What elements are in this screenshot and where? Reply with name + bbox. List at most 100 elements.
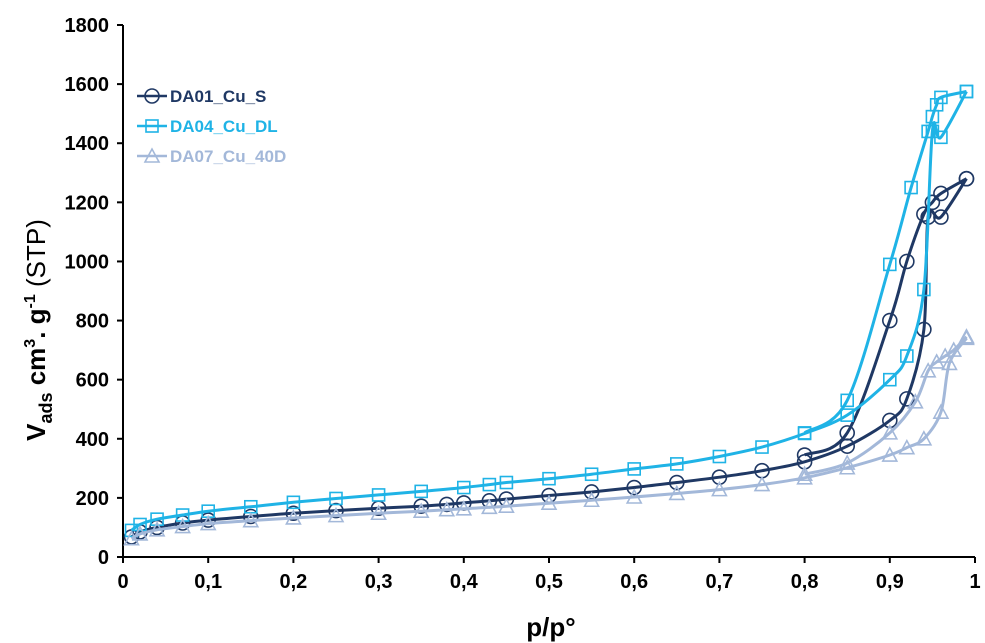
data-point: [413, 498, 430, 514]
series-line-adsorption: [130, 177, 968, 539]
data-point: [200, 512, 216, 528]
data-point: [915, 430, 933, 446]
x-tick-label: 0,3: [365, 571, 393, 593]
data-point: [900, 349, 914, 363]
series-layer: [123, 84, 975, 546]
data-point: [917, 282, 931, 297]
data-point: [711, 480, 728, 497]
data-point: [123, 529, 140, 546]
data-point: [242, 511, 260, 528]
data-point: [584, 467, 599, 482]
data-point: [932, 403, 950, 419]
x-tick-label: 0,2: [279, 571, 307, 593]
data-point: [924, 194, 941, 211]
data-point: [839, 425, 856, 441]
y-tick-label: 1000: [65, 251, 110, 273]
legend-marker: [145, 119, 159, 133]
data-point: [456, 480, 471, 495]
data-point: [933, 209, 949, 225]
x-tick-label: 0,5: [535, 571, 563, 593]
data-point: [174, 517, 191, 534]
data-point: [904, 180, 918, 195]
data-point: [755, 440, 769, 454]
data-point: [625, 488, 643, 504]
data-point: [199, 514, 217, 531]
series-DA01_Cu_S: [123, 170, 975, 545]
data-point: [627, 462, 642, 476]
data-point: [907, 393, 924, 409]
data-point: [371, 488, 386, 502]
data-point: [796, 447, 813, 463]
data-point: [916, 206, 932, 222]
data-point: [668, 474, 685, 491]
y-axis-title-unit-b: . g: [21, 308, 51, 338]
data-point: [959, 84, 974, 99]
x-axis-title: p/p°: [526, 612, 575, 642]
x-tick-label: 0,7: [705, 571, 733, 593]
series-DA07_Cu_40D: [123, 328, 975, 546]
data-point: [840, 393, 855, 408]
data-point: [285, 509, 302, 525]
data-point: [936, 347, 954, 363]
y-tick-label: 0: [98, 547, 109, 569]
x-tick-label: 0,6: [620, 571, 648, 593]
y-tick-label: 400: [76, 429, 109, 451]
data-point: [921, 124, 935, 139]
data-point: [941, 354, 958, 371]
data-point: [286, 495, 301, 510]
series-line-desorption: [803, 177, 968, 457]
data-point: [328, 502, 344, 519]
legend-marker: [143, 147, 161, 163]
data-point: [540, 494, 558, 511]
data-point: [668, 484, 686, 501]
data-point: [797, 426, 812, 440]
data-point: [498, 497, 515, 513]
data-point: [796, 465, 813, 482]
data-point: [438, 496, 455, 513]
y-tick-label: 600: [76, 370, 109, 392]
data-point: [881, 446, 899, 462]
legend-marker: [144, 88, 160, 104]
y-axis-title-unit-a-sup: 3: [22, 339, 39, 348]
data-point: [482, 477, 497, 492]
data-point: [840, 408, 855, 422]
data-point: [669, 457, 684, 471]
data-point: [881, 424, 899, 440]
legend-label: DA04_Cu_DL: [170, 117, 278, 136]
data-point: [285, 505, 302, 522]
legend-label: DA07_Cu_40D: [170, 147, 286, 166]
data-point: [838, 459, 856, 475]
data-point: [882, 257, 897, 272]
data-point: [928, 353, 945, 369]
x-tick-label: 0: [117, 571, 128, 593]
series-line-adsorption: [130, 90, 968, 532]
series-DA04_Cu_DL: [124, 84, 974, 538]
data-point: [370, 504, 387, 521]
axes: 0 200 400 600 800 1000 1200 1400 1600 1800 0 0,1 0,2…: [65, 15, 981, 593]
data-point: [329, 491, 343, 506]
data-point: [838, 454, 856, 470]
data-point: [712, 449, 727, 464]
series-line-desorption: [804, 335, 968, 476]
data-point: [925, 109, 940, 124]
data-point: [148, 521, 166, 537]
y-axis-title-main: V: [21, 423, 51, 441]
x-tick-label: 0,8: [791, 571, 819, 593]
x-tick-label: 0,1: [194, 571, 222, 593]
x-tick-label: 0,9: [876, 571, 904, 593]
data-point: [133, 517, 147, 532]
y-axis-title-unit-b-sup: -1: [22, 294, 39, 308]
series-line-desorption: [803, 90, 967, 435]
data-point: [796, 469, 813, 485]
y-tick-label: 1600: [65, 74, 110, 96]
y-tick-label: 1200: [65, 192, 110, 214]
data-point: [542, 471, 556, 486]
data-point: [499, 475, 514, 490]
data-point: [131, 525, 149, 541]
y-axis-title-unit-a: cm: [21, 348, 51, 393]
y-axis-title-sub: ads: [36, 393, 56, 424]
x-tick-label: 0,4: [450, 571, 479, 593]
legend: DA01_Cu_S DA04_Cu_DL DA07_Cu_40D: [137, 87, 286, 166]
data-point: [958, 170, 975, 187]
